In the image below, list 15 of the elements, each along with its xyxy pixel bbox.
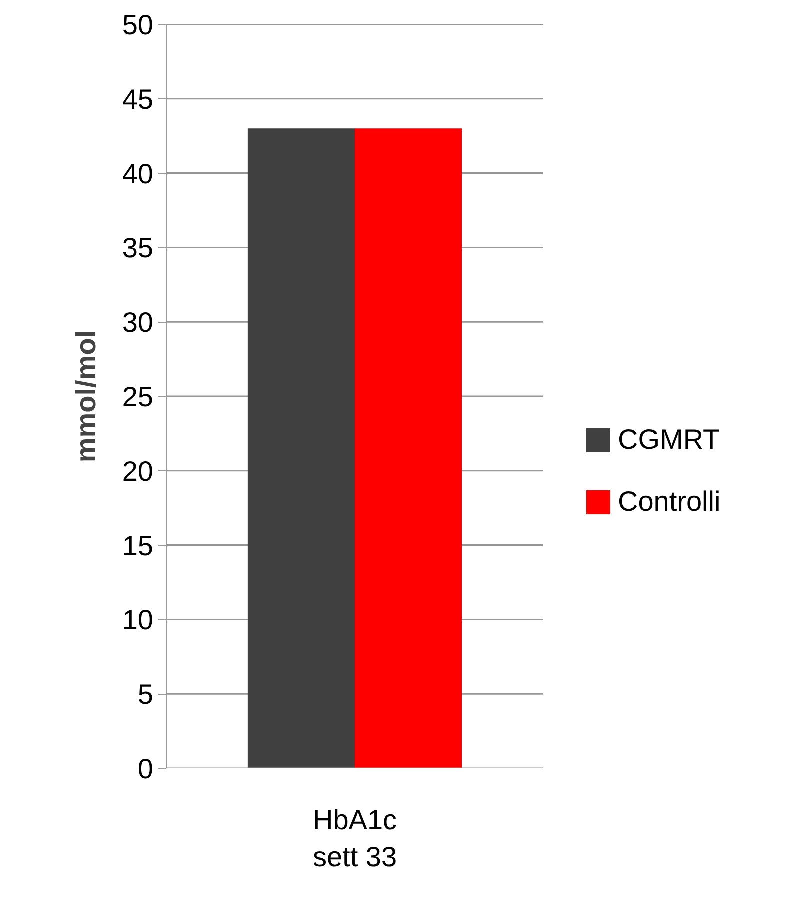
y-tick-label: 45 bbox=[122, 84, 154, 115]
y-tick-label: 40 bbox=[122, 158, 154, 190]
legend-label: CGMRT bbox=[618, 424, 720, 456]
y-tick-label: 25 bbox=[122, 382, 154, 412]
y-tick-label: 30 bbox=[122, 307, 154, 338]
y-tick-label: 50 bbox=[122, 10, 154, 40]
y-tick-label: 0 bbox=[138, 754, 154, 784]
y-tick-label: 35 bbox=[122, 232, 154, 264]
y-tick-label: 20 bbox=[122, 456, 154, 487]
y-tick-label: 15 bbox=[122, 530, 154, 562]
y-tick-label: 5 bbox=[138, 679, 154, 710]
y-tick-label: 10 bbox=[122, 604, 154, 636]
x-tick-label: HbA1c sett 33 bbox=[312, 804, 398, 873]
legend-label: Controlli bbox=[618, 486, 721, 518]
y-axis-title: mmol/mol bbox=[70, 330, 102, 463]
